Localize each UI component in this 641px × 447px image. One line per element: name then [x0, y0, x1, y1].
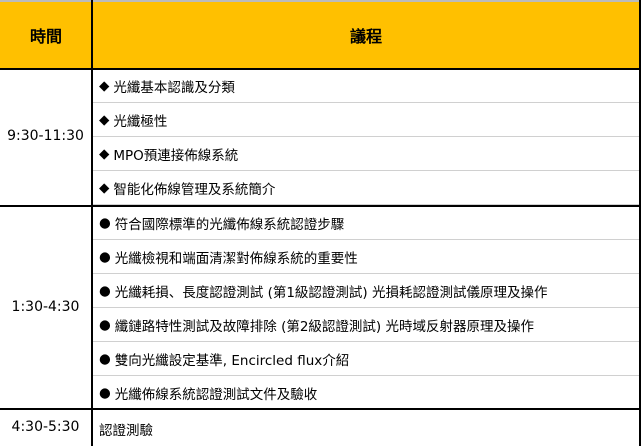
circle-bullet-icon: ●	[99, 215, 111, 231]
diamond-bullet-icon: ◆	[99, 112, 110, 128]
agenda-item: ◆ 光纖極性	[93, 104, 639, 137]
agenda-item: ● 光纖耗損、長度認證測試 (第1級認證測試) 光損耗認證測試儀原理及操作	[93, 275, 639, 308]
agenda-item-label: 符合國際標準的光纖佈線系統認證步驟	[114, 217, 345, 233]
time-cell: 9:30-11:30	[7, 128, 84, 144]
agenda-item: ● 光纖檢視和端面清潔對佈線系統的重要性	[93, 241, 639, 274]
section-divider	[0, 408, 641, 410]
section-divider	[0, 68, 641, 70]
agenda-item: 認證測驗	[93, 410, 639, 447]
agenda-item: ● 光纖佈線系統認證測試文件及驗收	[93, 377, 639, 410]
agenda-item: ◆ MPO預連接佈線系統	[93, 138, 639, 171]
header-agenda: 議程	[93, 2, 639, 68]
agenda-item: ◆ 智能化佈線管理及系統簡介	[93, 172, 639, 205]
agenda-item-label: 雙向光纖設定基準, Encircled flux介紹	[114, 353, 350, 369]
agenda-item-label: 光纖耗損、長度認證測試 (第1級認證測試) 光損耗認證測試儀原理及操作	[114, 285, 548, 301]
circle-bullet-icon: ●	[99, 385, 111, 401]
agenda-item: ● 雙向光纖設定基準, Encircled flux介紹	[93, 343, 639, 376]
agenda-item-label: 光纖檢視和端面清潔對佈線系統的重要性	[114, 251, 358, 267]
agenda-item-label: 光纖基本認識及分類	[113, 80, 235, 96]
agenda-item-label: 光纖佈線系統認證測試文件及驗收	[114, 387, 318, 403]
right-border	[639, 0, 641, 446]
agenda-item-label: 纖鏈路特性測試及故障排除 (第2級認證測試) 光時域反射器原理及操作	[114, 319, 534, 335]
diamond-bullet-icon: ◆	[99, 146, 110, 162]
top-border	[0, 0, 641, 2]
agenda-item: ● 纖鏈路特性測試及故障排除 (第2級認證測試) 光時域反射器原理及操作	[93, 309, 639, 342]
circle-bullet-icon: ●	[99, 249, 111, 265]
agenda-item-label: 認證測驗	[99, 422, 153, 439]
header-time: 時間	[0, 2, 92, 68]
circle-bullet-icon: ●	[99, 351, 111, 367]
agenda-item: ● 符合國際標準的光纖佈線系統認證步驟	[93, 207, 639, 240]
diamond-bullet-icon: ◆	[99, 78, 110, 94]
agenda-item-label: 光纖極性	[113, 114, 168, 130]
section-divider	[0, 205, 641, 207]
column-divider	[91, 0, 93, 446]
agenda-item: ◆ 光纖基本認識及分類	[93, 70, 639, 103]
circle-bullet-icon: ●	[99, 317, 111, 333]
time-cell: 4:30-5:30	[11, 419, 80, 435]
agenda-item-label: 智能化佈線管理及系統簡介	[113, 182, 276, 198]
time-cell: 1:30-4:30	[11, 299, 80, 315]
diamond-bullet-icon: ◆	[99, 180, 110, 196]
agenda-item-label: MPO預連接佈線系統	[113, 148, 239, 164]
circle-bullet-icon: ●	[99, 283, 111, 299]
